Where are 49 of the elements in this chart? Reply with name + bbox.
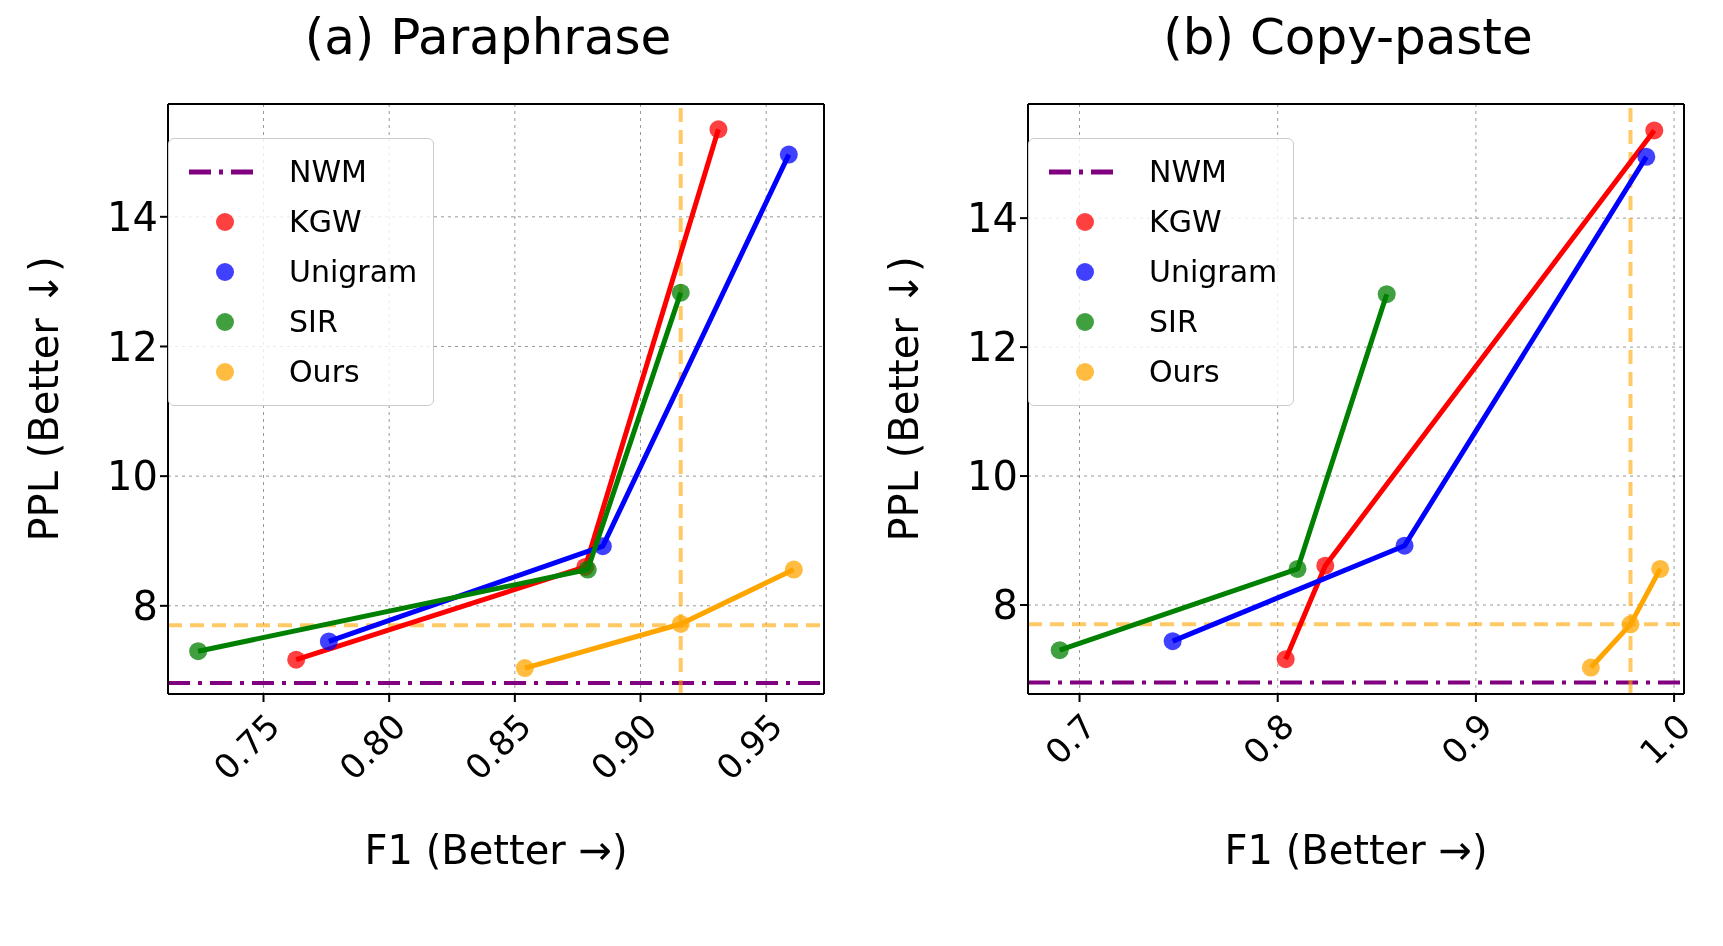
legend-label: KGW	[1149, 203, 1222, 241]
point	[709, 120, 728, 139]
y-axis-title: PPL (Better ↓)	[881, 256, 928, 542]
point	[319, 632, 338, 651]
x-tick-label: 0.8	[1235, 705, 1302, 773]
point	[1581, 658, 1600, 677]
x-tick-label: 0.9	[1433, 705, 1500, 773]
point	[671, 283, 690, 302]
x-tick-label: 1.0	[1631, 705, 1699, 773]
point	[189, 642, 208, 661]
legend-label: Unigram	[289, 253, 418, 291]
point	[1621, 615, 1640, 634]
y-tick-label: 10	[107, 453, 158, 500]
legend-label: KGW	[289, 203, 362, 241]
legend-label: Ours	[289, 353, 360, 391]
point	[784, 560, 803, 579]
point	[1163, 632, 1182, 651]
legend-label: Unigram	[1149, 253, 1278, 291]
x-axis-title: F1 (Better →)	[1224, 827, 1488, 873]
chart-title: (b) Copy-paste	[1162, 8, 1534, 68]
legend-label: NWM	[289, 153, 367, 191]
y-tick-label: 14	[107, 194, 158, 241]
point	[1377, 285, 1396, 304]
y-tick-label: 12	[107, 323, 158, 370]
y-axis-title: PPL (Better ↓)	[21, 256, 68, 542]
point	[1651, 559, 1670, 578]
legend-label: SIR	[289, 303, 338, 341]
point	[1316, 556, 1335, 575]
legend-label: NWM	[1149, 153, 1227, 191]
x-axis-title: F1 (Better →)	[364, 827, 628, 873]
y-tick-label: 12	[967, 324, 1018, 371]
point	[1637, 147, 1656, 166]
legend-label: Ours	[1149, 353, 1220, 391]
point	[1276, 650, 1295, 669]
chart-title: (a) Paraphrase	[303, 8, 673, 68]
y-tick-label: 8	[132, 583, 158, 630]
x-tick-label: 0.7	[1037, 705, 1104, 773]
y-tick-label: 10	[967, 453, 1018, 500]
point	[779, 145, 798, 164]
point	[287, 650, 306, 669]
legend-label: SIR	[1149, 303, 1198, 341]
point	[1645, 121, 1664, 140]
y-tick-label: 14	[967, 195, 1018, 242]
point	[1288, 559, 1307, 578]
point	[1050, 641, 1069, 660]
point	[515, 659, 534, 678]
point	[1395, 536, 1414, 555]
y-tick-label: 8	[992, 582, 1018, 629]
point	[671, 614, 690, 633]
